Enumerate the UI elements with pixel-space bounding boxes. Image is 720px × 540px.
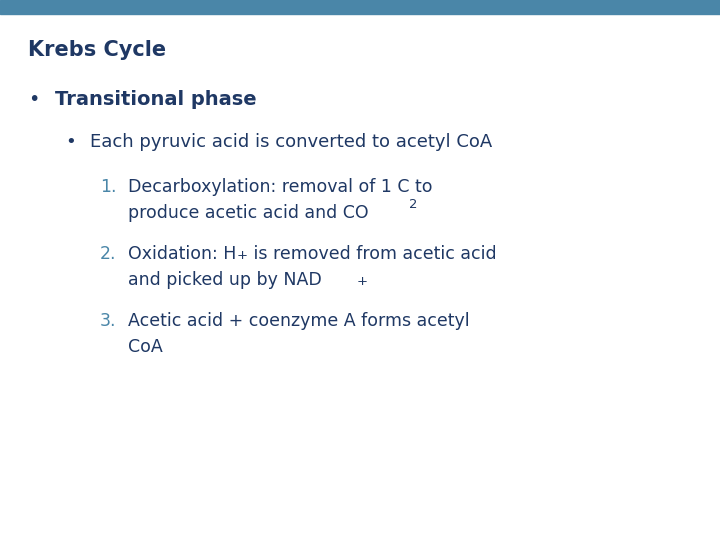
Text: Acetic acid + coenzyme A forms acetyl: Acetic acid + coenzyme A forms acetyl xyxy=(128,312,469,330)
Text: 3.: 3. xyxy=(100,312,117,330)
Bar xyxy=(0,0,720,14)
Text: Transitional phase: Transitional phase xyxy=(55,90,256,109)
Text: produce acetic acid and CO: produce acetic acid and CO xyxy=(128,204,369,222)
Text: is removed from acetic acid: is removed from acetic acid xyxy=(248,245,497,263)
Text: and picked up by NAD: and picked up by NAD xyxy=(128,271,322,289)
Text: •: • xyxy=(28,90,40,109)
Text: 1.: 1. xyxy=(100,178,117,196)
Text: •: • xyxy=(65,133,76,151)
Text: +: + xyxy=(357,275,368,288)
Text: Each pyruvic acid is converted to acetyl CoA: Each pyruvic acid is converted to acetyl… xyxy=(90,133,492,151)
Text: Oxidation: H: Oxidation: H xyxy=(128,245,236,263)
Text: 2.: 2. xyxy=(100,245,117,263)
Text: Decarboxylation: removal of 1 C to: Decarboxylation: removal of 1 C to xyxy=(128,178,433,196)
Text: Krebs Cycle: Krebs Cycle xyxy=(28,40,166,60)
Text: 2: 2 xyxy=(409,198,418,211)
Text: CoA: CoA xyxy=(128,338,163,356)
Text: +: + xyxy=(237,249,248,262)
